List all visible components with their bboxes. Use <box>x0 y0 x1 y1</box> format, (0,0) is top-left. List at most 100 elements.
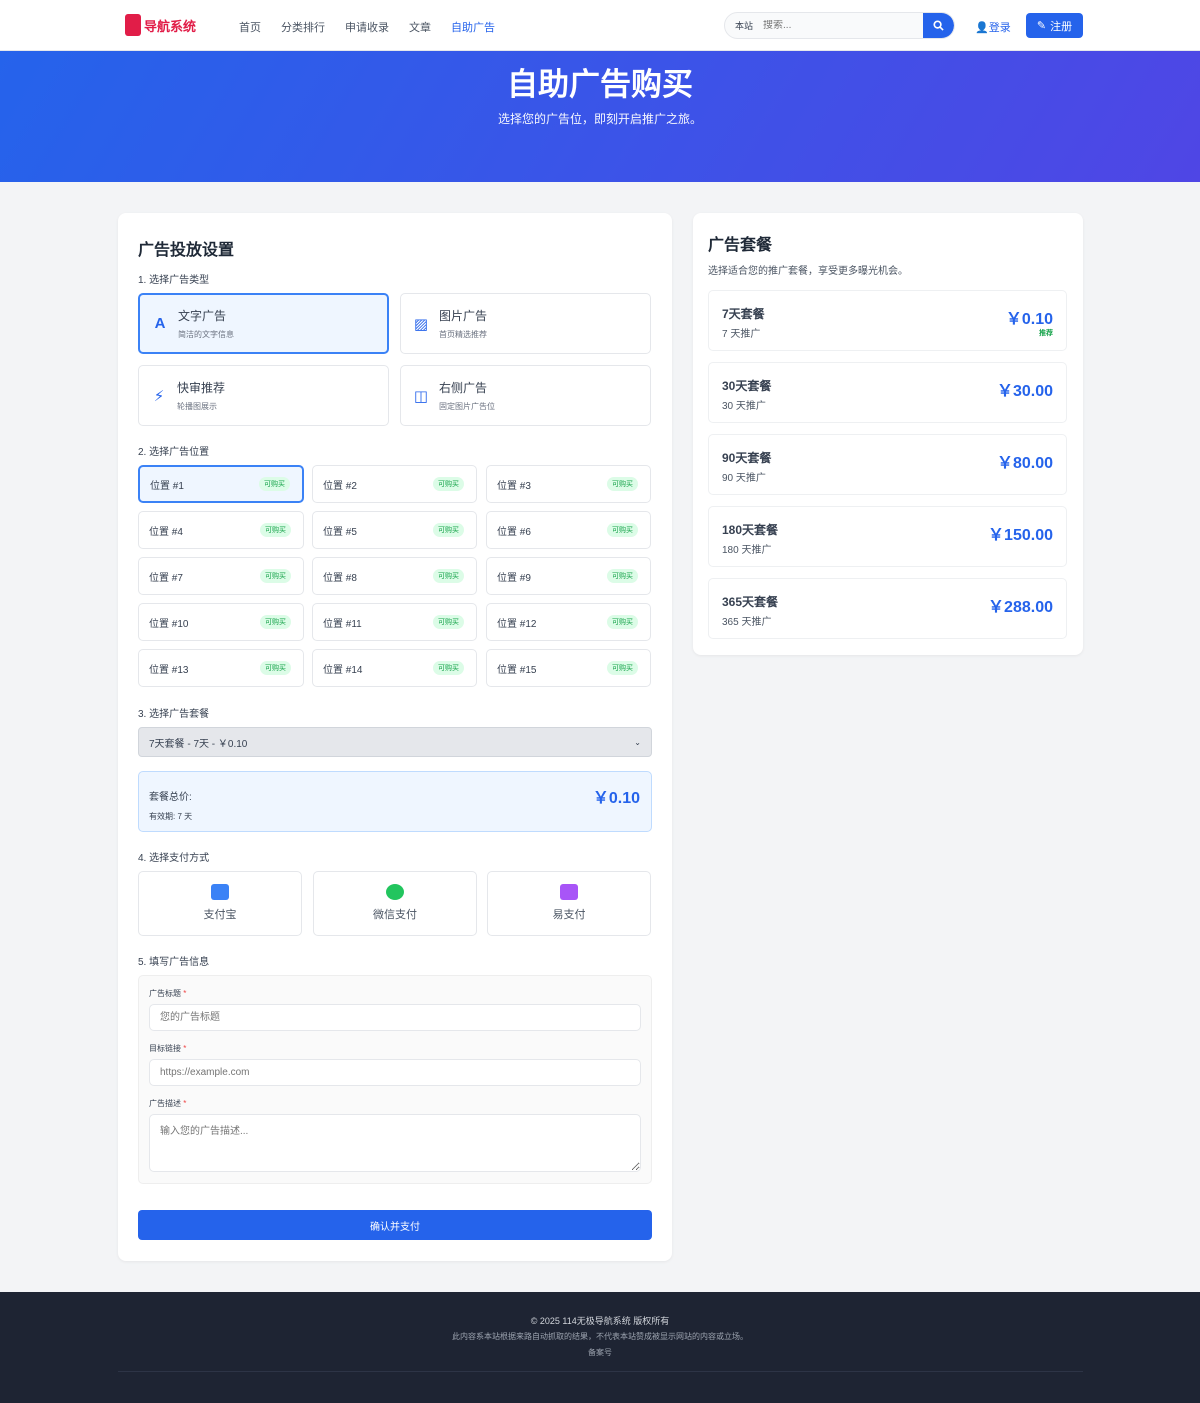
login-link[interactable]: 👤登录 <box>975 19 1011 35</box>
position-option[interactable]: 位置 #8 可购买 <box>312 557 477 595</box>
position-label: 位置 #8 <box>323 572 357 584</box>
position-option[interactable]: 位置 #9 可购买 <box>486 557 651 595</box>
available-badge: 可购买 <box>260 661 291 675</box>
ad-settings-card: 广告投放设置 1. 选择广告类型 A 文字广告 简洁的文字信息 ▨ 图片广告 首页精选推… <box>118 213 672 1261</box>
package-select[interactable]: 7天套餐 - 7天 - ￥0.10 ⌄ <box>138 727 652 757</box>
packages-card: 广告套餐 选择适合您的推广套餐，享受更多曝光机会。 7天套餐 7 天推广 ￥0.10… <box>693 213 1083 655</box>
position-option[interactable]: 位置 #10 可购买 <box>138 603 304 641</box>
position-option[interactable]: 位置 #4 可购买 <box>138 511 304 549</box>
menu-home[interactable]: 首页 <box>239 22 261 34</box>
font-icon: A <box>154 315 166 332</box>
position-option[interactable]: 位置 #15 可购买 <box>486 649 651 687</box>
package-price: ￥30.00 <box>996 383 1053 400</box>
step-2-label: 2. 选择广告位置 <box>138 447 210 458</box>
package-item[interactable]: 180天套餐 180 天推广 ￥150.00 <box>708 506 1067 567</box>
search-scope[interactable]: 本站 <box>735 21 754 31</box>
package-price: ￥0.10 <box>1005 311 1053 328</box>
available-badge: 可购买 <box>433 569 464 583</box>
position-option[interactable]: 位置 #3 可购买 <box>486 465 651 503</box>
type-title: 右侧广告 <box>439 381 488 395</box>
available-badge: 可购买 <box>607 477 638 491</box>
package-item[interactable]: 90天套餐 90 天推广 ￥80.00 <box>708 434 1067 495</box>
packages-title: 广告套餐 <box>708 237 773 254</box>
ad-type-image[interactable]: ▨ 图片广告 首页精选推荐 <box>400 293 651 354</box>
menu-ranking[interactable]: 分类排行 <box>281 22 325 34</box>
footer: © 2025 114无极导航系统 版权所有 此内容系本站根据来路自动抓取的结果，… <box>0 1292 1200 1403</box>
package-price: ￥150.00 <box>988 527 1053 544</box>
available-badge: 可购买 <box>607 661 638 675</box>
type-desc: 固定图片广告位 <box>439 402 495 411</box>
desc-label: 广告描述 * <box>149 1099 187 1108</box>
menu-submit[interactable]: 申请收录 <box>345 22 389 34</box>
position-option[interactable]: 位置 #14 可购买 <box>312 649 477 687</box>
position-option[interactable]: 位置 #7 可购买 <box>138 557 304 595</box>
package-item[interactable]: 7天套餐 7 天推广 ￥0.10 推荐 <box>708 290 1067 351</box>
position-option[interactable]: 位置 #6 可购买 <box>486 511 651 549</box>
total-label: 套餐总价: <box>149 792 192 803</box>
position-option[interactable]: 位置 #13 可购买 <box>138 649 304 687</box>
bolt-icon: ⚡ <box>153 387 165 405</box>
available-badge: 可购买 <box>260 615 291 629</box>
position-label: 位置 #15 <box>497 664 537 676</box>
pay-alipay[interactable]: 支付宝 <box>138 871 302 936</box>
available-badge: 可购买 <box>607 523 638 537</box>
position-option[interactable]: 位置 #5 可购买 <box>312 511 477 549</box>
search-bar: 本站 <box>724 12 955 39</box>
package-duration: 90 天推广 <box>722 473 766 484</box>
ad-type-text[interactable]: A 文字广告 简洁的文字信息 <box>138 293 389 354</box>
available-badge: 可购买 <box>259 477 290 491</box>
position-option[interactable]: 位置 #1 可购买 <box>138 465 304 503</box>
logo-icon <box>125 14 141 36</box>
type-desc: 轮播图展示 <box>177 402 217 411</box>
ad-description-textarea[interactable] <box>149 1114 641 1172</box>
available-badge: 可购买 <box>260 569 291 583</box>
login-label: 登录 <box>988 22 1011 34</box>
total-price: ￥0.10 <box>592 790 640 807</box>
copyright: © 2025 114无极导航系统 版权所有 <box>530 1316 670 1326</box>
logo[interactable]: 导航系统 <box>125 14 196 36</box>
position-option[interactable]: 位置 #11 可购买 <box>312 603 477 641</box>
package-item[interactable]: 30天套餐 30 天推广 ￥30.00 <box>708 362 1067 423</box>
ad-title-input[interactable] <box>149 1004 641 1031</box>
type-desc: 简洁的文字信息 <box>178 330 234 339</box>
package-name: 180天套餐 <box>722 523 779 537</box>
hero-banner: 自助广告购买 选择您的广告位，即刻开启推广之旅。 <box>0 51 1200 182</box>
ad-type-fast[interactable]: ⚡ 快审推荐 轮播图展示 <box>138 365 389 426</box>
menu-articles[interactable]: 文章 <box>409 22 431 34</box>
package-duration: 180 天推广 <box>722 545 772 556</box>
available-badge: 可购买 <box>433 661 464 675</box>
available-badge: 可购买 <box>260 523 291 537</box>
type-desc: 首页精选推荐 <box>439 330 487 339</box>
logo-text: 导航系统 <box>144 18 197 34</box>
confirm-pay-button[interactable]: 确认并支付 <box>138 1210 652 1240</box>
pay-wechat[interactable]: 微信支付 <box>313 871 477 936</box>
validity: 有效期: 7 天 <box>149 812 193 821</box>
position-label: 位置 #11 <box>323 618 362 630</box>
position-option[interactable]: 位置 #12 可购买 <box>486 603 651 641</box>
position-label: 位置 #3 <box>497 480 531 492</box>
position-label: 位置 #7 <box>149 572 183 584</box>
step-3-label: 3. 选择广告套餐 <box>138 709 210 720</box>
menu-self-ads[interactable]: 自助广告 <box>451 22 495 34</box>
user-icon: 👤 <box>975 22 989 34</box>
package-duration: 365 天推广 <box>722 617 772 628</box>
ad-type-sidebar[interactable]: ◫ 右侧广告 固定图片广告位 <box>400 365 651 426</box>
register-button[interactable]: ✎ 注册 <box>1026 13 1083 38</box>
package-duration: 7 天推广 <box>722 329 761 340</box>
package-name: 365天套餐 <box>722 595 779 609</box>
search-input[interactable] <box>763 20 923 31</box>
package-price: ￥288.00 <box>988 599 1053 616</box>
position-label: 位置 #2 <box>323 480 357 492</box>
step-5-label: 5. 填写广告信息 <box>138 957 210 968</box>
icp-link[interactable]: 备案号 <box>588 1348 612 1357</box>
position-label: 位置 #4 <box>149 526 183 538</box>
step-4-label: 4. 选择支付方式 <box>138 853 210 864</box>
position-option[interactable]: 位置 #2 可购买 <box>312 465 477 503</box>
package-item[interactable]: 365天套餐 365 天推广 ￥288.00 <box>708 578 1067 639</box>
pay-epay[interactable]: 易支付 <box>487 871 651 936</box>
pay-label: 支付宝 <box>203 909 237 921</box>
pencil-icon: ✎ <box>1036 20 1047 32</box>
target-url-input[interactable] <box>149 1059 641 1086</box>
search-button[interactable] <box>923 13 954 38</box>
top-nav: 导航系统 首页 分类排行 申请收录 文章 自助广告 本站 👤登录 ✎注册 <box>0 0 1200 51</box>
